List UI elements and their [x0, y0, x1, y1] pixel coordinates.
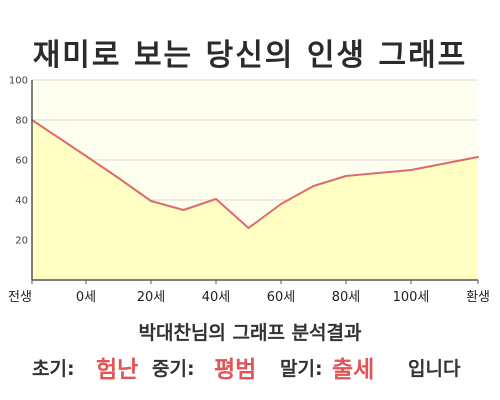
x-tick-label-1: 0세	[76, 290, 96, 305]
data-point-1	[85, 155, 87, 157]
data-point-5	[215, 198, 217, 200]
y-tick-label-80: 80	[15, 116, 28, 127]
analysis-result-line: 초기: 험난 중기: 평범 말기: 출세 입니다	[0, 350, 500, 384]
data-point-6	[247, 227, 250, 229]
area-fill	[32, 120, 478, 280]
y-tick-label-100: 100	[9, 76, 28, 87]
x-tick-label-6: 100세	[393, 290, 430, 305]
x-tick-label-4: 60세	[267, 290, 296, 305]
y-tick-label-60: 60	[15, 156, 28, 167]
x-tick-label-0: 전생	[8, 290, 32, 305]
late-label: 말기:	[280, 358, 323, 380]
y-tick-label-20: 20	[15, 236, 28, 247]
result-suffix: 입니다	[408, 358, 461, 380]
middle-label: 중기:	[152, 358, 195, 380]
series-line	[31, 119, 479, 229]
chart-title: 재미로 보는 당신의 인생 그래프	[32, 38, 468, 73]
x-tick-label-3: 40세	[202, 290, 231, 305]
data-point-4	[182, 209, 185, 211]
data-point-10	[410, 169, 412, 171]
data-point-9	[345, 175, 347, 177]
early-value: 험난	[96, 357, 139, 383]
y-tick-label-40: 40	[15, 196, 28, 207]
x-tick-label-7: 환생	[466, 290, 490, 305]
data-point-8	[312, 185, 315, 187]
middle-value: 평범	[214, 357, 257, 383]
data-point-11	[477, 156, 479, 158]
data-point-7	[280, 203, 282, 205]
early-label: 초기:	[32, 358, 75, 380]
x-tick-label-2: 20세	[137, 290, 166, 305]
late-value: 출세	[332, 357, 375, 383]
data-point-3	[150, 200, 152, 202]
data-point-2	[117, 177, 120, 179]
analysis-heading: 박대찬님의 그래프 분석결과	[138, 322, 362, 344]
x-tick-label-5: 80세	[332, 290, 361, 305]
